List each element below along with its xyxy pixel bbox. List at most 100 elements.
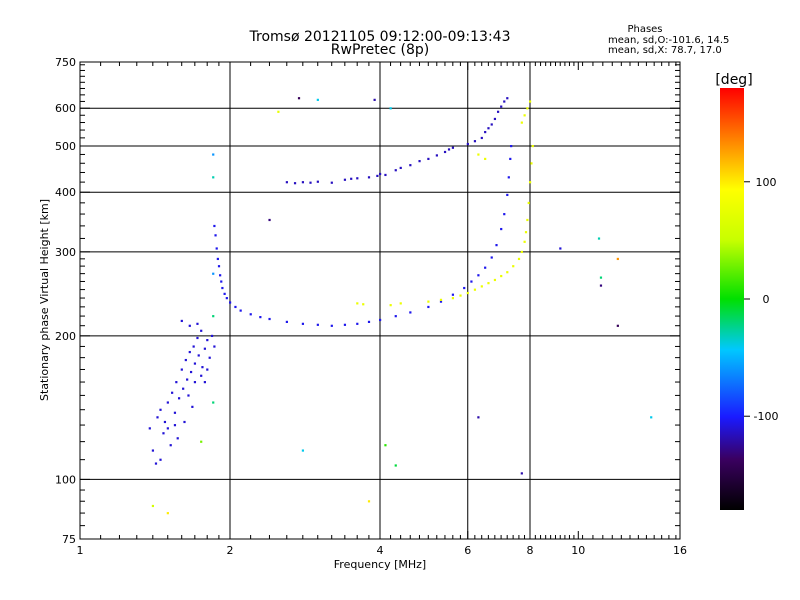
data-point	[239, 309, 242, 312]
data-point	[509, 157, 512, 161]
data-point	[177, 397, 181, 400]
data-point	[220, 280, 223, 283]
data-point	[285, 320, 288, 323]
data-point	[154, 462, 158, 465]
data-point	[217, 265, 221, 268]
x-tick-label: 6	[464, 544, 471, 557]
data-point	[477, 416, 480, 419]
y-tick-label: 400	[55, 186, 76, 199]
data-point	[490, 123, 493, 126]
data-point	[473, 288, 477, 291]
data-point	[285, 181, 288, 184]
data-point	[212, 176, 215, 179]
x-tick-label: 10	[571, 544, 585, 557]
data-point	[399, 166, 402, 170]
data-point	[484, 157, 487, 161]
data-point	[500, 227, 503, 231]
data-point	[200, 374, 203, 377]
chart-title: Tromsø 20121105 09:12:00-09:13:43	[249, 29, 511, 45]
data-point	[301, 181, 305, 184]
data-point	[451, 297, 455, 300]
data-point	[507, 176, 510, 179]
data-point	[175, 381, 178, 384]
data-point	[162, 432, 165, 435]
data-point	[191, 405, 194, 408]
data-point	[297, 97, 301, 100]
data-point	[343, 178, 347, 181]
data-point	[616, 257, 619, 261]
data-point	[188, 350, 191, 354]
data-point	[330, 324, 333, 327]
data-point	[301, 449, 305, 452]
data-point	[427, 305, 430, 309]
colorbar-tick-label: 100	[756, 176, 777, 189]
data-point	[384, 173, 387, 177]
y-tick-label: 75	[62, 533, 76, 546]
data-point	[399, 302, 402, 305]
data-point	[259, 316, 262, 319]
data-point	[212, 272, 215, 275]
data-point	[503, 100, 506, 103]
data-point	[427, 157, 430, 161]
data-point	[189, 370, 193, 374]
data-point	[171, 391, 174, 394]
data-point	[597, 237, 601, 240]
data-point	[559, 247, 562, 250]
data-point	[384, 444, 387, 447]
data-point	[210, 334, 214, 338]
colorbar-label: [deg]	[715, 72, 752, 88]
data-point	[506, 97, 509, 100]
data-point	[495, 244, 498, 247]
data-point	[599, 276, 603, 279]
data-point	[201, 366, 204, 369]
data-point	[439, 298, 443, 301]
data-point	[409, 311, 412, 314]
y-tick-label: 100	[55, 473, 76, 486]
data-point	[206, 368, 209, 371]
data-point	[379, 172, 382, 176]
data-point	[493, 278, 497, 282]
data-point	[268, 218, 271, 222]
data-point	[268, 317, 271, 321]
data-point	[225, 297, 228, 300]
data-point	[316, 323, 319, 326]
data-point	[186, 378, 189, 381]
data-point	[159, 408, 162, 411]
data-point	[376, 174, 379, 177]
data-point	[451, 146, 455, 149]
data-point	[362, 303, 365, 306]
data-point	[203, 381, 206, 384]
x-tick-label: 4	[377, 544, 384, 557]
data-point	[350, 177, 353, 180]
data-point	[200, 329, 203, 332]
data-point	[216, 257, 219, 261]
data-point	[527, 201, 530, 205]
data-point	[212, 153, 215, 156]
data-point	[166, 427, 169, 430]
data-point	[490, 256, 493, 259]
data-point	[213, 224, 216, 228]
y-axis-label: Stationary phase Virtual Height [km]	[38, 199, 51, 401]
data-point	[367, 320, 371, 323]
data-point	[223, 292, 226, 295]
data-point	[520, 472, 523, 475]
data-point	[188, 324, 191, 327]
data-points	[148, 97, 653, 515]
data-point	[193, 381, 197, 384]
data-point	[166, 401, 169, 404]
data-point	[447, 148, 451, 151]
data-point	[293, 182, 297, 185]
phases-x-stats: mean, sd,X: 78.7, 17.0	[608, 45, 722, 56]
data-point	[234, 305, 237, 309]
data-point	[208, 356, 211, 359]
x-tick-label: 16	[673, 544, 687, 557]
data-point	[526, 218, 529, 222]
colorbar	[720, 88, 744, 510]
data-point	[214, 234, 217, 237]
data-point	[197, 354, 200, 357]
data-point	[330, 181, 333, 184]
data-point	[219, 274, 222, 277]
data-point	[309, 181, 312, 184]
data-point	[510, 144, 513, 148]
data-point	[394, 464, 397, 467]
